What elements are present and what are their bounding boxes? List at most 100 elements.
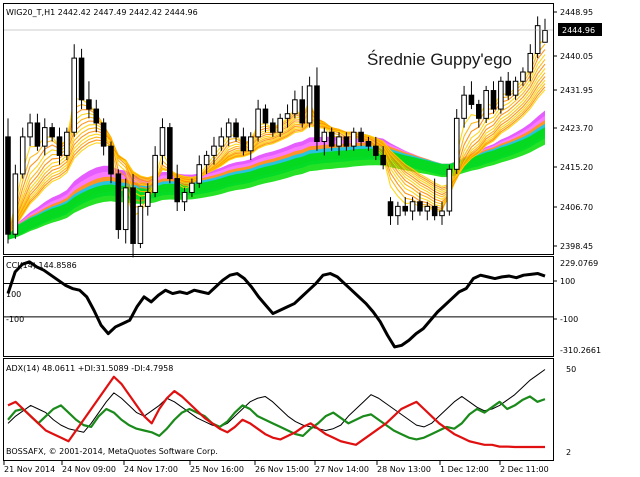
bull-candle xyxy=(12,173,19,235)
minus-di-line xyxy=(7,375,546,449)
time-axis: 21 Nov 2014 24 Nov 09:00 24 Nov 17:00 25… xyxy=(3,461,549,474)
copyright-text: BOSSAFX, © 2001-2014, MetaQuotes Softwar… xyxy=(6,447,218,456)
chart-watermark: Średnie Guppy'ego xyxy=(367,50,512,69)
cci-level-label: 100 xyxy=(6,290,21,299)
bull-candle xyxy=(189,182,195,193)
bull-candle xyxy=(542,29,548,43)
bear-candle xyxy=(108,145,114,175)
time-axis-label: 24 Nov 17:00 xyxy=(124,465,178,474)
bull-candle xyxy=(439,210,445,217)
bull-candle xyxy=(277,117,283,133)
bull-candle xyxy=(64,131,70,156)
bull-candle xyxy=(483,90,489,119)
bear-candle xyxy=(343,136,350,147)
bear-candle xyxy=(373,145,379,156)
cci-level-label: -100 xyxy=(6,315,24,324)
bear-candle xyxy=(86,99,92,110)
bear-candle xyxy=(56,136,63,156)
bull-candle xyxy=(19,136,26,175)
time-axis-label: 21 Nov 2014 xyxy=(4,465,55,474)
current-price-tag xyxy=(558,23,602,36)
price-axis-label: 2423.70 xyxy=(560,124,593,133)
bear-candle xyxy=(100,122,107,147)
bull-candle xyxy=(27,122,33,138)
adx-indicator xyxy=(7,369,546,449)
bull-candle xyxy=(196,164,203,184)
adx-axis-label: 2 xyxy=(566,448,571,457)
bull-candle xyxy=(122,187,129,231)
bull-candle xyxy=(42,127,48,147)
bull-candle xyxy=(247,136,254,152)
cci-axis-label: 229.0769 xyxy=(560,259,598,268)
current-price-label: 2444.96 xyxy=(562,26,595,35)
adx-panel-frame xyxy=(3,358,554,461)
bull-candle xyxy=(203,154,210,166)
bull-candle xyxy=(534,25,541,54)
time-axis-label: 28 Nov 13:00 xyxy=(377,465,431,474)
bull-candle xyxy=(181,191,188,203)
bull-candle xyxy=(461,94,467,119)
adx-axis-label: 50 xyxy=(566,365,576,374)
bull-candle xyxy=(498,80,504,110)
plus-di-line xyxy=(7,395,546,441)
price-axis-label: 2440.05 xyxy=(560,52,593,61)
guppy-ribbons xyxy=(7,37,546,240)
time-axis-label: 25 Nov 16:00 xyxy=(190,465,244,474)
bear-candle xyxy=(490,90,497,110)
bull-candle xyxy=(446,168,453,212)
bear-candle xyxy=(233,122,239,138)
price-panel-frame xyxy=(3,3,554,255)
bear-candle xyxy=(270,122,276,133)
bull-candle xyxy=(144,191,151,207)
price-axis: 2448.95 2444.96 2440.05 2431.95 2423.70 … xyxy=(553,8,602,251)
bear-candle xyxy=(93,108,100,124)
price-axis-label: 2406.70 xyxy=(560,203,593,212)
bull-candle xyxy=(395,205,401,217)
slow-ribbon-band xyxy=(8,119,545,240)
bear-candle xyxy=(314,85,320,143)
cci-panel-frame xyxy=(3,256,554,357)
bear-candle xyxy=(505,80,511,96)
price-axis-label: 2398.45 xyxy=(560,242,593,251)
bear-candle xyxy=(299,99,306,124)
bear-candle xyxy=(468,94,475,105)
bear-candle xyxy=(380,154,386,166)
bear-candle xyxy=(174,178,180,203)
bull-candle xyxy=(225,122,232,138)
price-axis-label: 2431.95 xyxy=(560,86,593,95)
fast-ribbon-line xyxy=(7,89,546,235)
bear-candle xyxy=(167,127,173,180)
bear-candle xyxy=(240,136,247,152)
candlesticks xyxy=(5,16,548,258)
cci-line xyxy=(6,260,546,349)
price-header: WIG20_T,H1 2442.42 2447.49 2442.42 2444.… xyxy=(6,8,198,17)
bear-candle xyxy=(5,136,11,235)
bull-candle xyxy=(255,108,261,138)
bear-candle xyxy=(387,201,394,217)
bull-candle xyxy=(527,52,534,73)
bull-candle xyxy=(159,127,166,156)
time-axis-label: 26 Nov 15:00 xyxy=(255,465,309,474)
bull-candle xyxy=(453,117,460,170)
bear-candle xyxy=(417,201,423,212)
cci-axis-label: -100 xyxy=(560,315,578,324)
cci-axis: 229.0769 100 -100 -310.2661 100 -100 xyxy=(6,259,601,355)
bear-candle xyxy=(476,103,482,119)
bear-candle xyxy=(328,131,335,147)
adx-line xyxy=(7,369,546,433)
bear-candle xyxy=(358,131,364,143)
bull-candle xyxy=(292,99,298,115)
fast-ribbon-line xyxy=(7,86,546,235)
time-axis-label: 1 Dec 12:00 xyxy=(440,465,489,474)
bull-candle xyxy=(336,136,342,147)
bull-candle xyxy=(211,145,217,156)
bear-candle xyxy=(431,205,438,217)
bull-candle xyxy=(321,131,328,143)
bull-candle xyxy=(71,57,77,133)
cci-indicator xyxy=(4,260,553,349)
bull-candle xyxy=(409,201,416,212)
cci-axis-label: 100 xyxy=(560,277,575,286)
bear-candle xyxy=(365,141,372,147)
adx-axis: 50 2 xyxy=(566,365,576,457)
